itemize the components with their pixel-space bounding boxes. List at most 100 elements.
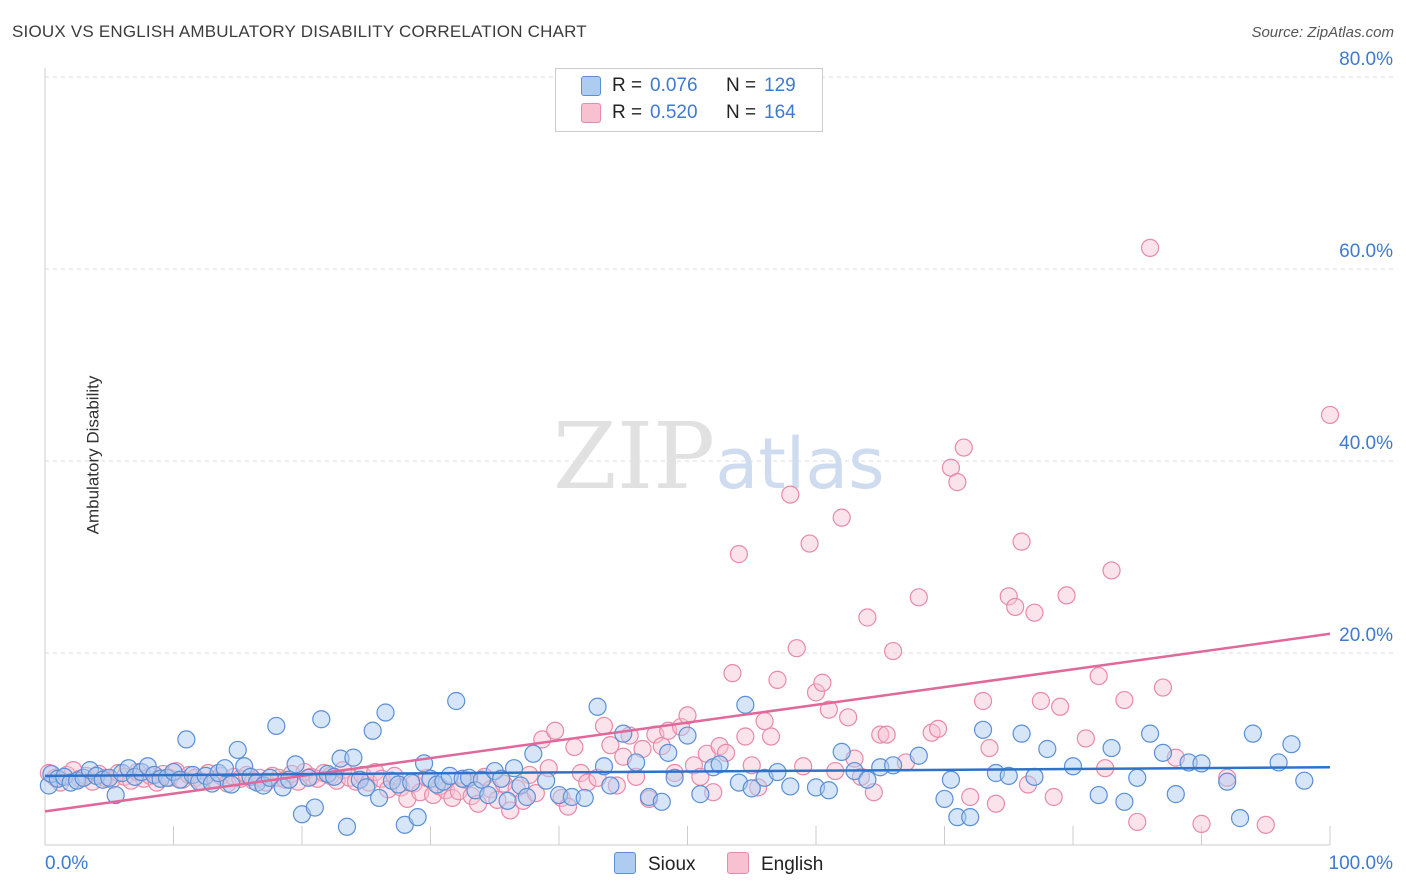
english-point <box>1320 405 1340 425</box>
english-point <box>443 788 462 808</box>
english-point <box>999 587 1018 606</box>
sioux-point <box>1089 785 1108 805</box>
correlation-legend: R = 0.076 N = 129 R = 0.520 N = 164 <box>555 68 823 132</box>
english-point <box>1153 678 1173 697</box>
bottom-legend-swatch-sioux <box>614 852 636 874</box>
sioux-point <box>665 768 684 787</box>
sioux-point <box>1140 724 1160 743</box>
sioux-point <box>1025 767 1044 786</box>
sioux-point <box>1166 785 1185 804</box>
english-point <box>1140 238 1160 257</box>
sioux-point <box>819 781 838 800</box>
sioux-point <box>973 720 993 739</box>
series-sioux <box>39 691 1314 836</box>
bottom-legend-english: English <box>727 852 823 876</box>
english-point <box>961 787 980 807</box>
sioux-point <box>588 697 607 716</box>
english-point <box>781 485 800 504</box>
english-trend-line <box>44 632 1331 813</box>
sioux-point <box>1243 724 1263 743</box>
sioux-point <box>504 759 524 778</box>
legend-r-label: R = <box>612 75 643 96</box>
x-tick-label: 100.0% <box>1329 853 1394 874</box>
english-point <box>1076 729 1095 748</box>
english-point <box>736 727 755 746</box>
sioux-point <box>363 721 382 740</box>
english-point <box>813 673 832 692</box>
english-point <box>1089 666 1108 686</box>
english-point <box>948 473 967 492</box>
legend-n-value: 129 <box>764 75 796 96</box>
english-point <box>678 706 697 725</box>
sioux-trend-line <box>44 765 1331 778</box>
legend-r-value: 0.520 <box>650 102 698 123</box>
legend-swatch-sioux <box>581 76 601 96</box>
sioux-point <box>909 746 928 765</box>
english-point <box>755 712 774 731</box>
bottom-legend-swatch-english <box>727 852 749 874</box>
sioux-point <box>742 779 761 798</box>
sioux-point <box>999 766 1018 785</box>
x-tick-label: 0.0% <box>45 853 88 874</box>
y-tick-label: 60.0% <box>1339 241 1393 262</box>
sioux-point <box>781 777 800 796</box>
english-point <box>729 545 749 564</box>
sioux-point <box>961 808 980 827</box>
sioux-point <box>1128 768 1147 787</box>
legend-swatch-english <box>581 103 601 123</box>
english-point <box>1256 815 1275 834</box>
english-point <box>1051 697 1070 716</box>
sioux-point <box>1038 739 1057 759</box>
sioux-point <box>215 759 234 778</box>
english-point <box>1102 561 1121 580</box>
sioux-point <box>691 785 710 804</box>
english-point <box>909 588 928 607</box>
sioux-point <box>479 785 498 805</box>
sioux-point <box>1218 772 1237 791</box>
sioux-point <box>1063 757 1083 776</box>
sioux-point <box>1115 792 1134 811</box>
english-point <box>723 664 742 683</box>
sioux-point <box>177 730 196 749</box>
english-point <box>565 737 584 757</box>
english-point <box>1128 812 1147 832</box>
sioux-point <box>472 770 491 789</box>
sioux-point <box>299 768 318 787</box>
sioux-point <box>1012 724 1031 743</box>
english-point <box>871 725 890 744</box>
english-point <box>366 762 385 782</box>
english-point <box>1115 690 1134 710</box>
legend-r-value: 0.076 <box>650 75 698 96</box>
legend-n-label: N = <box>726 75 757 96</box>
legend-n-value: 164 <box>764 102 796 123</box>
watermark: ZIP atlas <box>553 403 885 510</box>
english-point <box>594 716 614 736</box>
y-tick-label: 20.0% <box>1339 625 1393 646</box>
english-point <box>768 670 787 689</box>
english-point <box>877 725 896 744</box>
sioux-point <box>935 789 954 809</box>
sioux-point <box>357 778 376 797</box>
sioux-point <box>492 769 511 788</box>
sioux-point <box>537 771 556 790</box>
english-point <box>742 756 761 775</box>
sioux-point <box>614 724 633 743</box>
sioux-point <box>710 755 729 774</box>
english-point <box>986 794 1006 813</box>
english-point <box>819 700 838 719</box>
sioux-point <box>601 776 620 795</box>
english-point <box>761 727 781 746</box>
english-point <box>954 438 973 457</box>
sioux-point <box>941 770 961 789</box>
tick-labels: 20.0% 40.0% 60.0% 80.0% 0.0% 100.0% <box>45 49 1393 874</box>
english-point <box>1025 603 1044 622</box>
sioux-point <box>832 742 851 761</box>
sioux-point <box>1295 771 1314 790</box>
english-point <box>1031 691 1050 711</box>
source-label: Source: ZipAtlas.com <box>1251 24 1394 41</box>
legend-r-label: R = <box>612 102 643 123</box>
sioux-point <box>1282 735 1301 754</box>
bottom-legend-sioux: Sioux <box>614 852 696 876</box>
chart-title: SIOUX VS ENGLISH AMBULATORY DISABILITY C… <box>12 22 587 41</box>
